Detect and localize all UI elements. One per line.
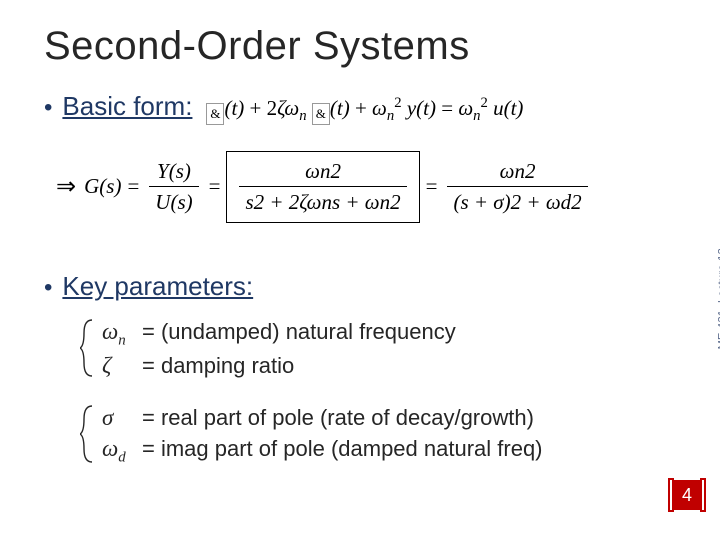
bullet-key-params: • Key parameters: xyxy=(44,271,684,302)
eq-frac-yu: Y(s) U(s) xyxy=(149,158,198,216)
param-omega-n: ωn = (undamped) natural frequency xyxy=(102,316,684,351)
param-group-2: σ = real part of pole (rate of decay/gro… xyxy=(80,402,684,468)
bullet-dot-icon: • xyxy=(44,276,52,300)
parameter-definitions: ωn = (undamped) natural frequency ζ = da… xyxy=(80,316,684,468)
param-omega-d: ωd = imag part of pole (damped natural f… xyxy=(102,433,684,468)
bullet-dot-icon: • xyxy=(44,96,52,120)
param-zeta: ζ = damping ratio xyxy=(102,350,684,381)
param-group-1: ωn = (undamped) natural frequency ζ = da… xyxy=(80,316,684,382)
brace-icon xyxy=(80,318,96,378)
equation-transfer-function: ⇒ G(s) = Y(s) U(s) = ωn2 s2 + 2ζωns + ωn… xyxy=(56,151,684,223)
param-sigma: σ = real part of pole (rate of decay/gro… xyxy=(102,402,684,433)
eq-g-lhs: G(s) xyxy=(84,174,121,199)
bullet-basic-form-label: Basic form: xyxy=(62,91,192,122)
page-number-badge: 4 xyxy=(668,478,706,512)
bullet-basic-form: • Basic form: &(t) + 2ζωn &(t) + ωn2 y(t… xyxy=(44,91,684,125)
eq-frac-sigma: ωn2 (s + σ)2 + ωd2 xyxy=(447,158,587,216)
slide: Second-Order Systems • Basic form: &(t) … xyxy=(0,0,720,540)
page-title: Second-Order Systems xyxy=(44,24,684,69)
side-course-label: ME 431, Lecture 13 xyxy=(716,248,720,349)
eq-boxed-tf: ωn2 s2 + 2ζωns + ωn2 xyxy=(226,151,419,223)
brace-icon xyxy=(80,404,96,464)
equation-basic-form: &(t) + 2ζωn &(t) + ωn2 y(t) = ωn2 u(t) xyxy=(206,95,523,125)
implies-icon: ⇒ xyxy=(56,172,76,201)
bullet-key-params-label: Key parameters: xyxy=(62,271,253,302)
